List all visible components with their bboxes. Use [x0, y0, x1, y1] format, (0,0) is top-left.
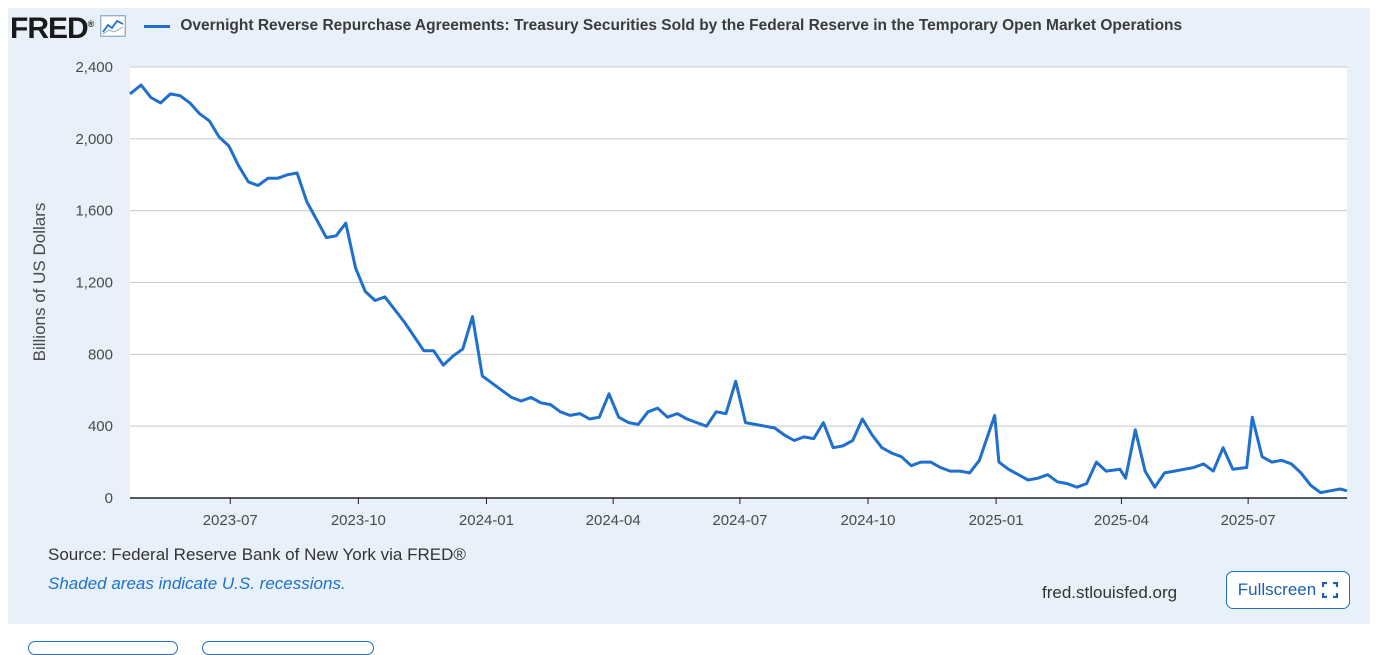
legend-swatch: [144, 24, 171, 28]
chart-header: FRED® Overnight Reverse Repurchase Agree…: [10, 10, 1183, 45]
bottom-tab-1[interactable]: [28, 641, 178, 655]
y-axis-label: Billions of US Dollars: [30, 203, 49, 362]
y-tick-label: 0: [105, 490, 113, 507]
x-tick-label: 2024-04: [586, 512, 641, 529]
x-tick-label: 2025-04: [1094, 512, 1149, 529]
y-tick-label: 800: [88, 346, 113, 363]
series-line: [129, 83, 1348, 495]
expand-icon: [1322, 582, 1339, 598]
source-text: Source: Federal Reserve Bank of New York…: [48, 545, 466, 564]
fullscreen-label: Fullscreen: [1237, 580, 1317, 599]
y-axis-ticks: 0 400 800 1,200 1,600 2,000 2,400: [75, 59, 113, 507]
y-tick-label: 2,000: [75, 131, 113, 148]
x-tick-label: 2024-10: [840, 512, 895, 529]
x-tick-label: 2024-01: [459, 512, 514, 529]
trend-graph-icon[interactable]: [100, 15, 127, 37]
y-tick-label: 1,600: [75, 203, 113, 220]
x-tick-label: 2025-07: [1221, 512, 1276, 529]
site-url[interactable]: fred.stlouisfed.org: [1042, 583, 1178, 602]
y-tick-label: 1,200: [75, 275, 113, 292]
fullscreen-button[interactable]: Fullscreen: [1226, 571, 1350, 609]
x-tick-label: 2023-07: [203, 512, 258, 529]
y-tick-label: 2,400: [75, 59, 113, 76]
bottom-tab-2[interactable]: [202, 641, 374, 655]
x-tick-label: 2025-01: [969, 512, 1024, 529]
recessions-note: Shaded areas indicate U.S. recessions.: [48, 574, 346, 593]
chart-title: Overnight Reverse Repurchase Agreements:…: [180, 17, 1183, 34]
y-tick-label: 400: [88, 418, 113, 435]
x-axis-ticks: 2023-07 2023-10 2024-01 2024-04 2024-07 2024-…: [203, 498, 1276, 529]
fred-logo[interactable]: FRED®: [10, 11, 95, 45]
grid-lines: [130, 66, 1347, 427]
x-tick-label: 2023-10: [331, 512, 386, 529]
x-tick-label: 2024-07: [712, 512, 767, 529]
